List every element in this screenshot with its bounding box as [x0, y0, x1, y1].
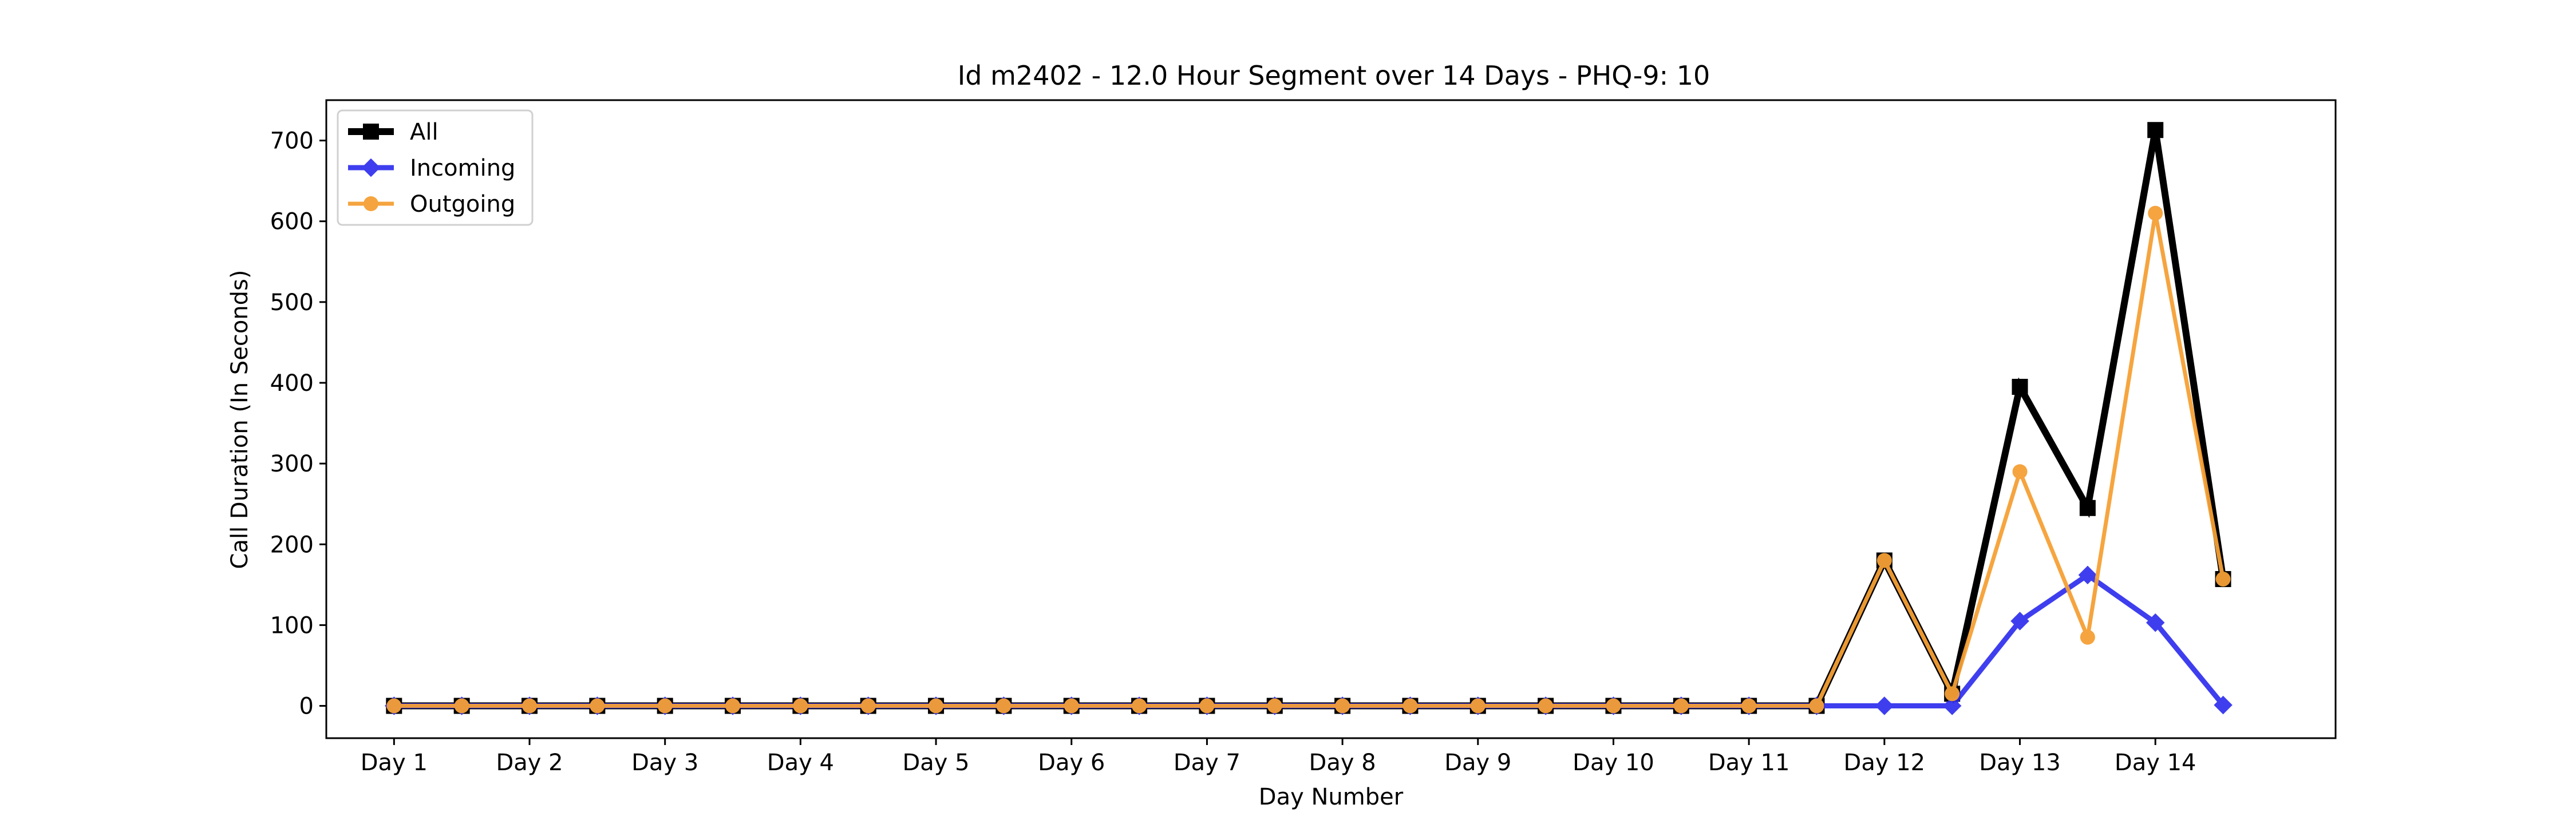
- x-tick-label: Day 1: [361, 750, 428, 776]
- x-tick-label: Day 13: [1979, 750, 2061, 776]
- data-point-incoming: [2078, 565, 2097, 585]
- legend-entry-incoming: [348, 158, 394, 177]
- data-point-outgoing: [1335, 698, 1350, 714]
- data-point-outgoing: [454, 698, 469, 714]
- data-point-outgoing: [996, 698, 1012, 714]
- data-point-all: [2147, 122, 2164, 138]
- legend-marker-all: [363, 124, 379, 140]
- x-tick-label: Day 14: [2115, 750, 2196, 776]
- data-point-outgoing: [1606, 698, 1621, 714]
- data-point-outgoing: [2012, 464, 2028, 480]
- x-tick-label: Day 8: [1309, 750, 1376, 776]
- series-outgoing: [386, 205, 2231, 714]
- data-point-outgoing: [386, 698, 402, 714]
- data-point-outgoing: [590, 698, 605, 714]
- legend-marker-outgoing: [364, 196, 378, 211]
- data-point-outgoing: [1064, 698, 1079, 714]
- data-point-outgoing: [793, 698, 808, 714]
- x-tick-label: Day 5: [902, 750, 969, 776]
- y-tick-label: 500: [270, 290, 314, 316]
- series-line-outgoing: [394, 212, 2225, 708]
- data-point-outgoing: [1945, 686, 1960, 702]
- y-tick-label: 100: [270, 612, 314, 639]
- x-tick-label: Day 9: [1444, 750, 1511, 776]
- data-point-all: [2012, 379, 2028, 395]
- data-point-outgoing: [1809, 698, 1824, 714]
- x-tick-label: Day 12: [1844, 750, 1926, 776]
- data-point-outgoing: [2080, 629, 2095, 645]
- data-point-outgoing: [1741, 698, 1757, 714]
- series-layer: [385, 122, 2233, 715]
- data-point-outgoing: [1876, 553, 1892, 568]
- x-tick-label: Day 10: [1573, 750, 1654, 776]
- data-point-outgoing: [2215, 571, 2231, 587]
- plot-frame: [325, 99, 2337, 739]
- x-tick-label: Day 3: [631, 750, 698, 776]
- y-axis-label: Call Duration (In Seconds): [227, 270, 253, 569]
- x-tick-label: Day 6: [1038, 750, 1105, 776]
- data-point-outgoing: [1673, 698, 1689, 714]
- legend-label-all: All: [410, 119, 438, 145]
- legend-box: [337, 109, 534, 226]
- data-point-incoming: [2146, 613, 2165, 632]
- legend-label-incoming: Incoming: [410, 155, 515, 181]
- y-tick-label: 0: [299, 694, 314, 720]
- y-tick-label: 700: [270, 128, 314, 154]
- y-tick-label: 200: [270, 532, 314, 558]
- y-tick-label: 300: [270, 451, 314, 477]
- data-point-outgoing: [1538, 698, 1554, 714]
- data-point-outgoing: [1199, 698, 1215, 714]
- data-point-outgoing: [1132, 698, 1147, 714]
- legend-entry-outgoing: [348, 196, 394, 211]
- data-point-outgoing: [1470, 698, 1485, 714]
- y-tick-label: 600: [270, 209, 314, 235]
- x-tick-label: Day 11: [1708, 750, 1790, 776]
- data-point-incoming: [2214, 695, 2233, 715]
- data-point-all: [2079, 500, 2096, 516]
- x-axis: Day 1 Day 2 Day 3 Day 4 Day 5 Day 6 Day 7 Day 8…: [361, 738, 2196, 776]
- x-tick-label: Day 2: [496, 750, 563, 776]
- y-axis: 0 100 200 300 400 500 600 700: [270, 128, 326, 720]
- data-point-outgoing: [522, 698, 538, 714]
- data-point-outgoing: [725, 698, 741, 714]
- x-tick-label: Day 7: [1174, 750, 1240, 776]
- legend: All Incoming Outgoing: [337, 109, 534, 226]
- legend-marker-incoming: [361, 158, 381, 177]
- data-point-outgoing: [1267, 698, 1282, 714]
- data-point-outgoing: [929, 698, 944, 714]
- y-tick-label: 400: [270, 370, 314, 397]
- x-tick-label: Day 4: [767, 750, 834, 776]
- data-point-outgoing: [2148, 205, 2163, 221]
- data-point-outgoing: [657, 698, 673, 714]
- data-point-outgoing: [1402, 698, 1418, 714]
- data-point-incoming: [2010, 612, 2029, 631]
- data-point-incoming: [1875, 696, 1894, 715]
- chart-title: Id m2402 - 12.0 Hour Segment over 14 Day…: [958, 60, 1710, 91]
- data-point-outgoing: [860, 698, 876, 714]
- x-axis-label: Day Number: [1259, 784, 1404, 810]
- data-point-incoming: [1942, 696, 1962, 715]
- legend-entry-all: [348, 124, 394, 140]
- plot-area: [326, 100, 2336, 738]
- legend-label-outgoing: Outgoing: [410, 191, 515, 217]
